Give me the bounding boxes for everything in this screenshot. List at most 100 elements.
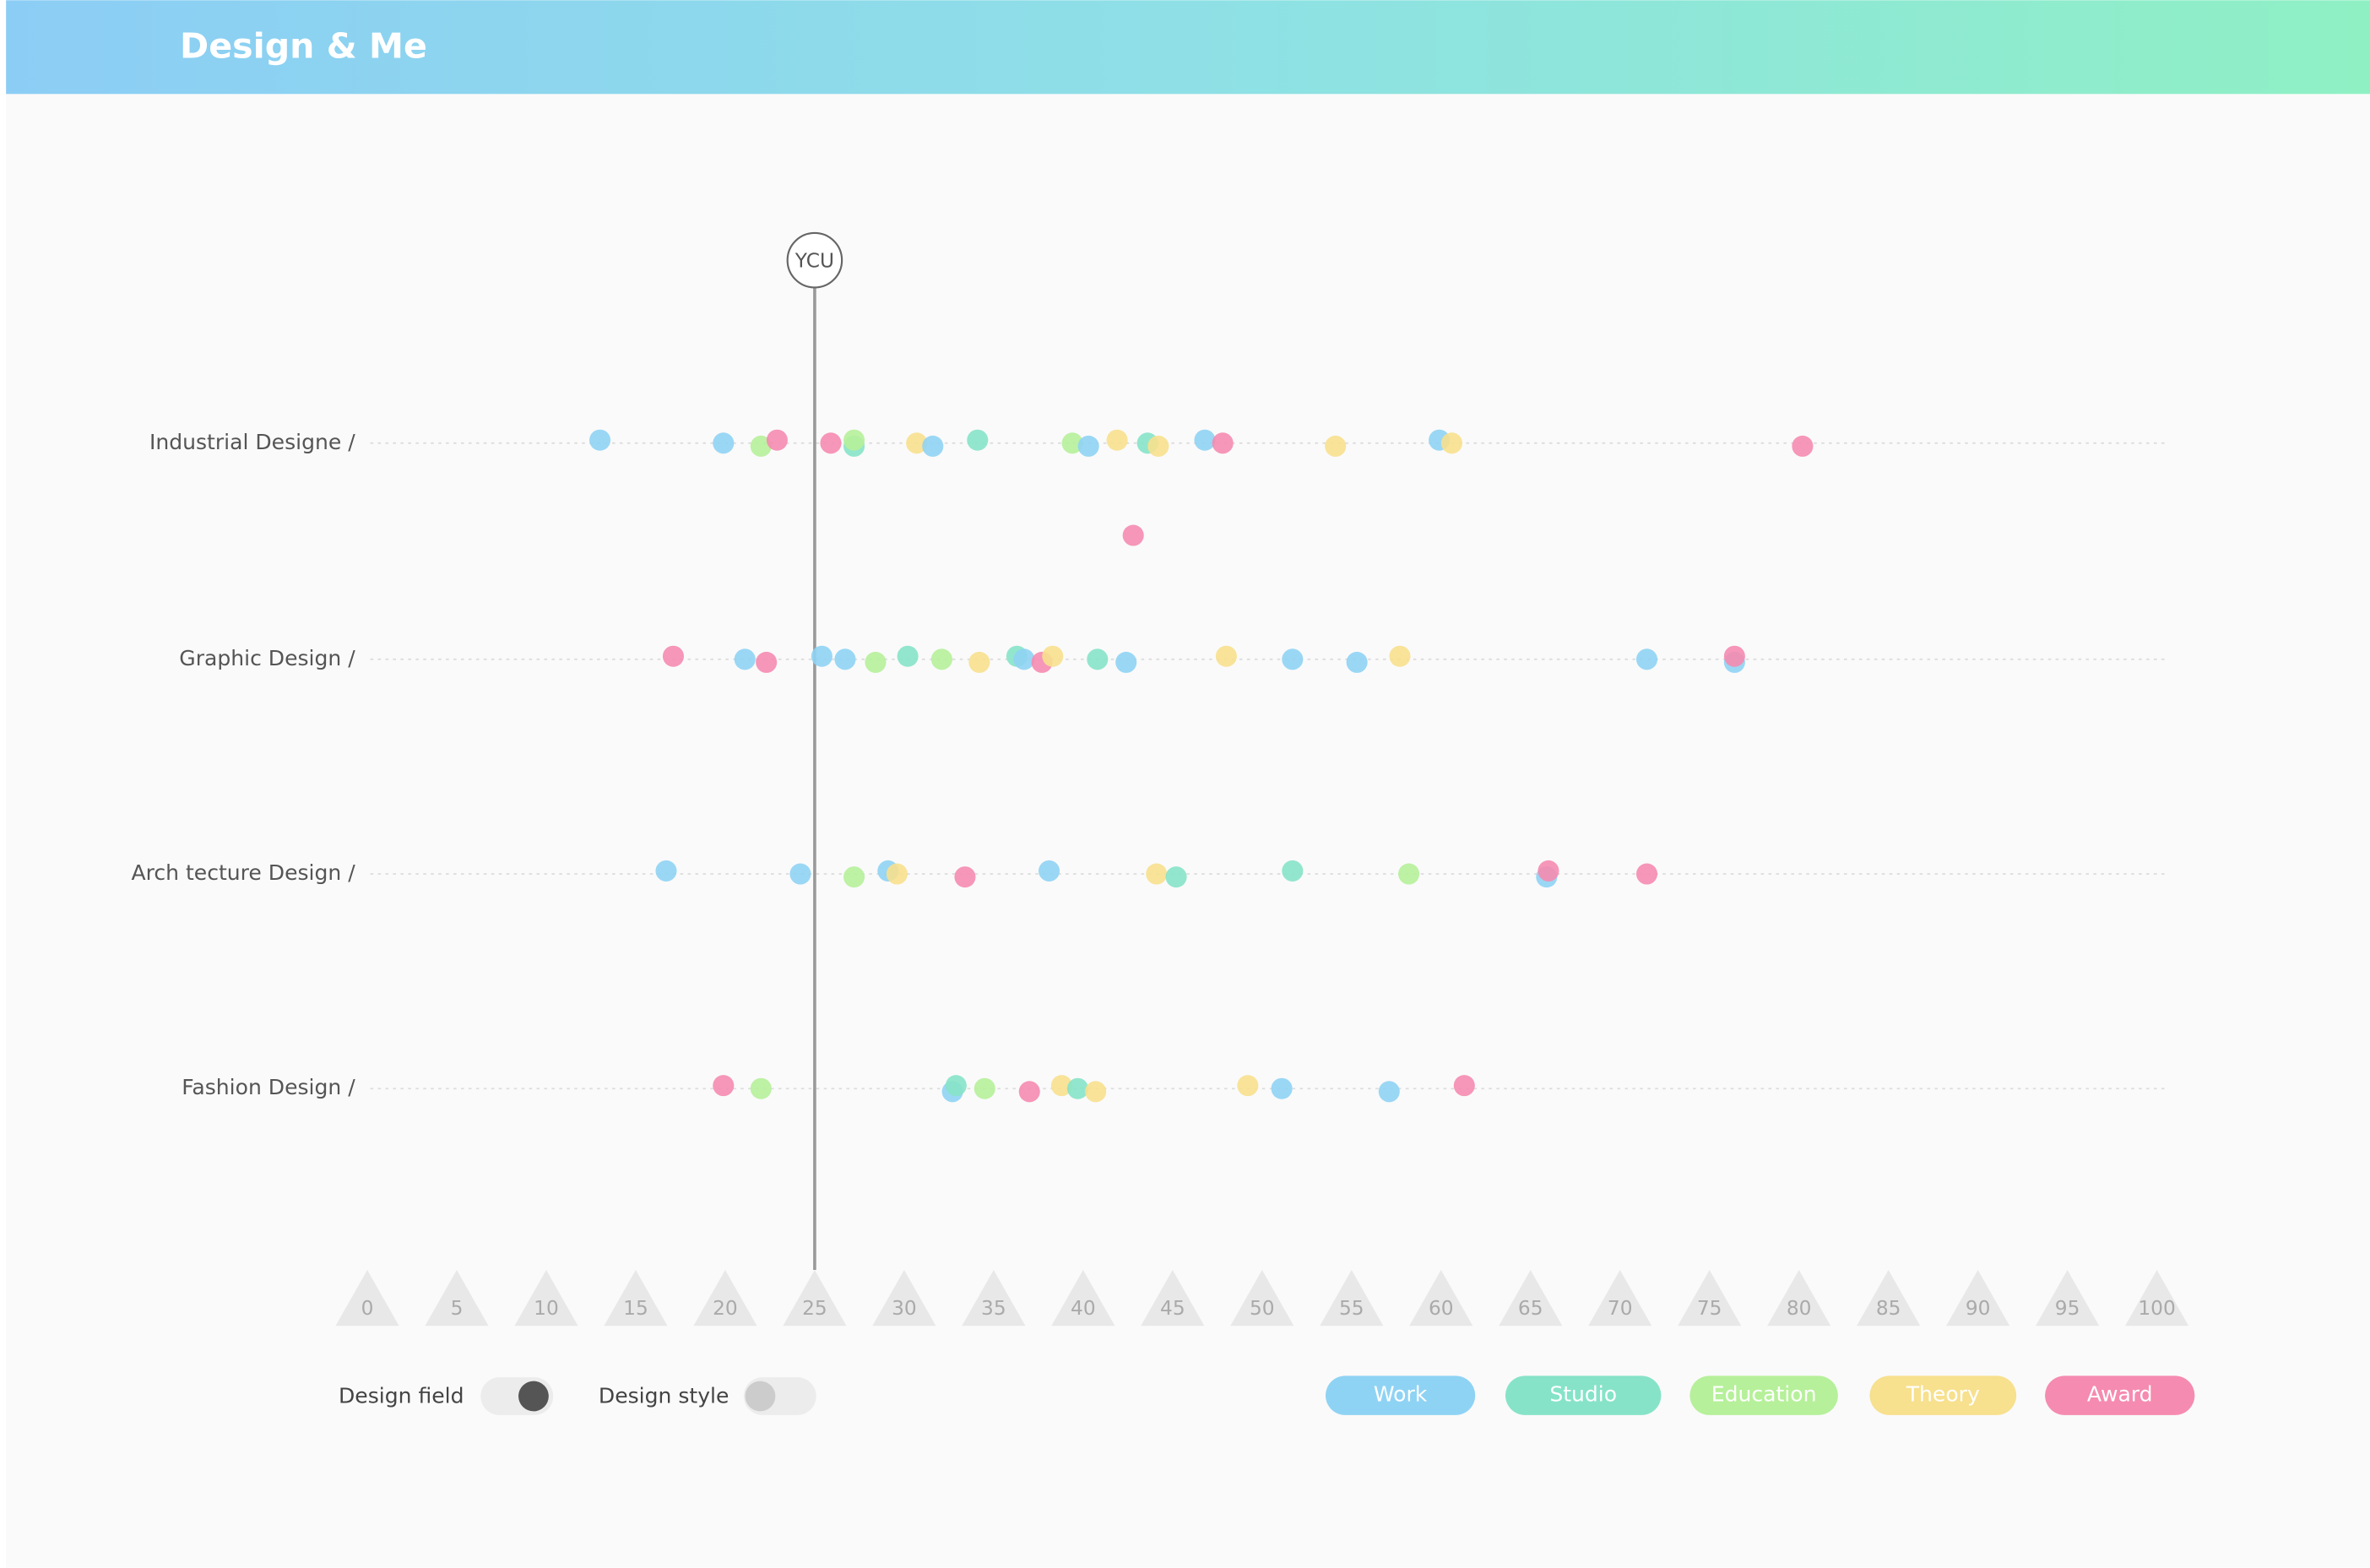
- legend-pill[interactable]: [1689, 1375, 1838, 1415]
- tick-triangle: [1141, 1270, 1205, 1327]
- point: [1087, 648, 1109, 670]
- point: [922, 435, 944, 457]
- legend-pill[interactable]: [1869, 1375, 2017, 1415]
- point: [930, 648, 952, 670]
- tick-triangle: [1678, 1270, 1742, 1327]
- point: [967, 429, 989, 451]
- tick-triangle: [872, 1270, 936, 1327]
- tick-triangle: [1588, 1270, 1652, 1327]
- point: [1146, 863, 1168, 885]
- x-tick-label: 75: [1697, 1297, 1722, 1320]
- point: [1325, 435, 1347, 457]
- point: [945, 1075, 967, 1097]
- point: [1085, 1081, 1107, 1103]
- point: [789, 863, 811, 885]
- point: [820, 432, 842, 454]
- point: [1050, 1075, 1072, 1097]
- x-tick-label: 0: [361, 1297, 374, 1320]
- point: [662, 645, 684, 667]
- point: [954, 866, 976, 888]
- legend-label: Theory: [1906, 1382, 1980, 1407]
- point: [1212, 432, 1234, 454]
- point: [1723, 645, 1745, 667]
- tick-triangle: [1857, 1270, 1921, 1327]
- tick-triangle: [1409, 1270, 1473, 1327]
- marker-label: YCU: [795, 249, 834, 272]
- x-tick-label: 10: [534, 1297, 559, 1320]
- point: [1453, 1075, 1475, 1097]
- point: [865, 651, 887, 673]
- point: [1194, 429, 1216, 451]
- header-title: Design & Me: [180, 26, 427, 67]
- tick-triangle: [425, 1270, 489, 1327]
- toggle-knob[interactable]: [518, 1381, 549, 1412]
- point: [1378, 1081, 1400, 1103]
- tick-triangle: [1051, 1270, 1115, 1327]
- toggle-knob[interactable]: [745, 1381, 776, 1412]
- tick-triangle: [604, 1270, 668, 1327]
- point: [886, 863, 908, 885]
- marker-circle: [786, 231, 843, 289]
- point: [906, 432, 928, 454]
- x-tick-label: 5: [451, 1297, 464, 1320]
- point: [1122, 524, 1144, 546]
- tick-triangle: [1767, 1270, 1831, 1327]
- tick-triangle: [2036, 1270, 2100, 1327]
- point: [1018, 1081, 1040, 1103]
- point: [1440, 432, 1463, 454]
- header: [6, 0, 2370, 95]
- point: [1147, 435, 1169, 457]
- point: [1106, 429, 1128, 451]
- point: [1077, 435, 1099, 457]
- x-tick-label: 90: [1966, 1297, 1991, 1320]
- point: [1635, 648, 1658, 670]
- tick-triangle: [962, 1270, 1026, 1327]
- legend-label: Education: [1711, 1382, 1817, 1407]
- x-tick-label: 15: [623, 1297, 648, 1320]
- point: [1271, 1077, 1293, 1099]
- legend-pill[interactable]: [1325, 1375, 1476, 1415]
- point: [1039, 860, 1060, 882]
- tick-triangle: [783, 1270, 847, 1327]
- x-tick-label: 45: [1160, 1297, 1185, 1320]
- tick-triangle: [1230, 1270, 1294, 1327]
- point: [1013, 648, 1035, 670]
- x-tick-label: 40: [1071, 1297, 1096, 1320]
- point: [766, 429, 788, 451]
- legend-label: Award: [2087, 1382, 2153, 1407]
- x-tick-label: 25: [802, 1297, 827, 1320]
- x-tick-label: 100: [2138, 1297, 2175, 1320]
- legend-pill[interactable]: [2045, 1375, 2195, 1415]
- point: [834, 648, 856, 670]
- point: [655, 860, 677, 882]
- point: [843, 429, 865, 451]
- x-tick-label: 35: [981, 1297, 1006, 1320]
- point: [1042, 645, 1064, 667]
- toggle-label: Design style: [599, 1383, 729, 1408]
- point: [1346, 651, 1368, 673]
- legend-pill[interactable]: [1505, 1375, 1662, 1415]
- tick-triangle: [1946, 1270, 2010, 1327]
- row-label: Fashion Design /: [182, 1075, 355, 1099]
- point: [1398, 863, 1420, 885]
- row-label: Industrial Designe /: [149, 430, 355, 454]
- legend-label: Work: [1374, 1382, 1428, 1407]
- tick-triangle: [693, 1270, 757, 1327]
- point: [713, 432, 735, 454]
- point: [713, 1075, 735, 1097]
- point: [1237, 1075, 1259, 1097]
- point: [1635, 863, 1658, 885]
- x-tick-label: 50: [1250, 1297, 1275, 1320]
- x-tick-label: 85: [1876, 1297, 1901, 1320]
- tick-triangle: [335, 1270, 399, 1327]
- tick-triangle: [514, 1270, 578, 1327]
- x-tick-label: 20: [713, 1297, 738, 1320]
- x-tick-label: 60: [1429, 1297, 1454, 1320]
- row-label: Graphic Design /: [179, 646, 355, 670]
- x-tick-label: 55: [1339, 1297, 1364, 1320]
- point: [1061, 432, 1083, 454]
- x-tick-label: 30: [892, 1297, 917, 1320]
- point: [1792, 435, 1814, 457]
